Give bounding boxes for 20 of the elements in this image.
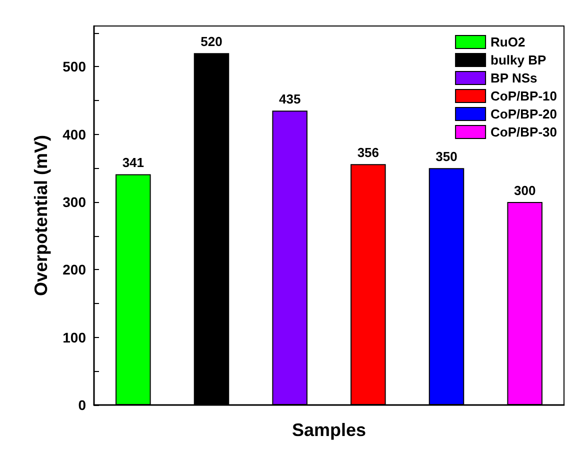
- y-tick-label: 100: [62, 329, 86, 346]
- y-tick-label: 0: [78, 397, 86, 413]
- legend-label: CoP/BP-20: [490, 106, 558, 122]
- legend-label: bulky BP: [490, 52, 546, 68]
- legend-label: RuO2: [490, 34, 526, 50]
- data-label: 350: [436, 149, 458, 164]
- data-label: 341: [122, 155, 144, 170]
- x-axis-title: Samples: [292, 420, 366, 440]
- y-axis-title: Overpotential (mV): [31, 134, 51, 296]
- legend-label: CoP/BP-10: [490, 88, 558, 104]
- y-tick-label: 400: [62, 126, 86, 142]
- data-label: 356: [357, 145, 380, 160]
- legend-label: CoP/BP-30: [490, 124, 558, 140]
- legend-label: BP NSs: [490, 70, 538, 86]
- y-tick-label: 200: [62, 262, 86, 278]
- data-label: 520: [200, 34, 222, 50]
- data-label: 300: [514, 182, 536, 198]
- y-tick-label: 300: [62, 194, 86, 210]
- data-label: 435: [278, 92, 301, 107]
- y-tick-label: 500: [62, 58, 86, 75]
